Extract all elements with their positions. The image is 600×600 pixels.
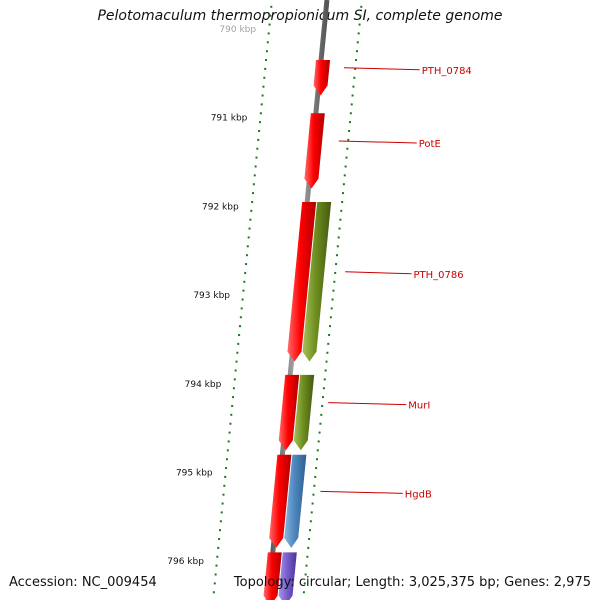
gene-label: PotE bbox=[419, 139, 441, 150]
gene-arrow bbox=[278, 552, 297, 600]
scale-tick-label: 794 kbp bbox=[185, 380, 222, 390]
gene-arrow-muri bbox=[293, 374, 315, 451]
scale-tick-label: 795 kbp bbox=[176, 469, 213, 479]
leader-line bbox=[320, 490, 403, 494]
gene-label: PTH_0784 bbox=[422, 66, 472, 77]
scale-tick-label: 796 kbp bbox=[167, 557, 204, 567]
leader-line bbox=[338, 140, 417, 144]
scale-tick-label: 793 kbp bbox=[193, 291, 230, 301]
gene-label: PTH_0786 bbox=[414, 270, 464, 281]
leader-line bbox=[328, 402, 407, 406]
gene-arrow-pth_0786 bbox=[302, 201, 332, 362]
gene-label: HgdB bbox=[405, 489, 432, 500]
gene-arrow-pth_0784 bbox=[313, 60, 331, 96]
map-title: Pelotomaculum thermopropionicum SI, comp… bbox=[97, 8, 503, 24]
gene-arrow bbox=[269, 454, 292, 548]
leader-line bbox=[344, 67, 420, 71]
gene-arrow bbox=[287, 201, 317, 362]
gene-arrow bbox=[263, 552, 282, 600]
gene-arrow-hgdb bbox=[284, 454, 307, 548]
topology-text: Topology: circular; Length: 3,025,375 bp… bbox=[233, 575, 591, 590]
scale-tick-label: 790 kbp bbox=[219, 25, 256, 35]
gene-arrow-pote bbox=[304, 113, 325, 189]
scale-tick-label: 791 kbp bbox=[211, 114, 248, 124]
gene-arrow bbox=[278, 374, 300, 451]
accession-text: Accession: NC_009454 bbox=[9, 575, 157, 590]
gene-label: MurI bbox=[408, 401, 430, 412]
leader-line bbox=[345, 271, 412, 275]
scale-tick-label: 792 kbp bbox=[202, 202, 239, 212]
